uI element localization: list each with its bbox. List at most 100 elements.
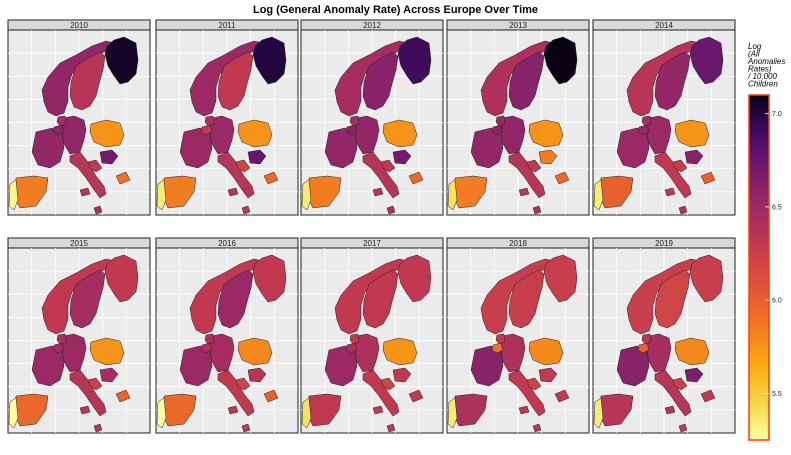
region-malta	[263, 389, 279, 403]
region-sweden	[508, 269, 545, 329]
region-finland	[252, 36, 287, 85]
region-italy	[508, 151, 546, 199]
facet-label: 2011	[218, 21, 236, 30]
region-hungary	[392, 367, 412, 383]
facet-label: 2010	[70, 21, 88, 30]
region-ireland	[678, 205, 688, 215]
region-finland	[689, 254, 724, 303]
facet-2014: 2014	[592, 19, 736, 216]
region-croatia	[672, 377, 688, 391]
region-poland	[528, 337, 564, 366]
region-hungary	[392, 149, 412, 165]
region-malta	[408, 171, 424, 185]
facet-2016: 2016	[155, 237, 299, 434]
region-ireland	[532, 205, 542, 215]
region-netherlands	[641, 115, 652, 127]
region-croatia	[672, 159, 688, 173]
region-portugal	[447, 397, 458, 429]
region-germany	[61, 115, 87, 155]
region-portugal	[156, 179, 167, 211]
region-germany	[209, 333, 235, 373]
map	[8, 36, 139, 215]
region-croatia	[526, 377, 542, 391]
region-italy	[508, 369, 546, 417]
region-ireland	[386, 423, 396, 433]
map	[301, 254, 432, 433]
region-portugal	[301, 179, 312, 211]
region-croatia	[526, 159, 542, 173]
region-ireland	[386, 205, 396, 215]
region-germany	[500, 333, 526, 373]
legend-tick-label: 6.5	[772, 204, 782, 211]
region-germany	[646, 115, 672, 155]
facet-2018: 2018	[446, 237, 590, 434]
facet-label: 2016	[218, 239, 236, 248]
legend-title-line: Anomalies	[747, 57, 785, 66]
legend-tick-label: 6.0	[772, 298, 782, 305]
region-sweden	[508, 51, 545, 111]
region-poland	[528, 119, 564, 148]
region-finland	[543, 254, 578, 303]
region-italy	[654, 151, 692, 199]
region-germany	[354, 333, 380, 373]
region-portugal	[447, 179, 458, 211]
region-ireland	[241, 423, 251, 433]
map	[593, 36, 724, 215]
region-sweden	[654, 269, 691, 329]
map	[156, 254, 287, 433]
region-poland	[237, 337, 273, 366]
facet-2010: 2010	[7, 19, 151, 216]
region-netherlands	[204, 333, 215, 345]
region-poland	[382, 337, 418, 366]
region-croatia	[235, 159, 251, 173]
region-italy	[69, 369, 107, 417]
facet-label: 2013	[509, 21, 527, 30]
region-poland	[382, 119, 418, 148]
region-sweden	[362, 51, 399, 111]
region-finland	[252, 254, 287, 303]
region-sweden	[69, 269, 106, 329]
region-finland	[689, 36, 724, 85]
facet-2017: 2017	[300, 237, 444, 434]
legend-tick-label: 5.5	[772, 391, 782, 398]
region-portugal	[593, 179, 604, 211]
region-italy	[654, 369, 692, 417]
region-finland	[104, 36, 139, 85]
legend-title-line: Children	[748, 80, 778, 89]
facet-label: 2012	[363, 21, 381, 30]
region-italy	[217, 151, 255, 199]
region-croatia	[380, 377, 396, 391]
region-netherlands	[204, 115, 215, 127]
region-poland	[674, 119, 710, 148]
region-ireland	[678, 423, 688, 433]
map	[156, 36, 287, 215]
region-malta	[115, 389, 131, 403]
region-sweden	[217, 51, 254, 111]
facet-2011: 2011	[155, 19, 299, 216]
region-italy	[362, 369, 400, 417]
region-croatia	[380, 159, 396, 173]
region-croatia	[87, 377, 103, 391]
map	[593, 254, 724, 433]
facet-2012: 2012	[300, 19, 444, 216]
region-ireland	[241, 205, 251, 215]
region-malta	[554, 171, 570, 185]
map	[447, 254, 578, 433]
facet-2015: 2015	[7, 237, 151, 434]
region-sweden	[362, 269, 399, 329]
region-netherlands	[349, 115, 360, 127]
region-netherlands	[495, 115, 506, 127]
region-italy	[69, 151, 107, 199]
legend-title-line: / 10,000	[747, 72, 777, 81]
region-poland	[237, 119, 273, 148]
facet-label: 2018	[509, 239, 527, 248]
region-poland	[89, 337, 125, 366]
region-germany	[354, 115, 380, 155]
region-portugal	[8, 179, 19, 211]
facet-label: 2019	[655, 239, 673, 248]
region-germany	[646, 333, 672, 373]
region-italy	[362, 151, 400, 199]
region-portugal	[8, 397, 19, 429]
region-finland	[543, 36, 578, 85]
